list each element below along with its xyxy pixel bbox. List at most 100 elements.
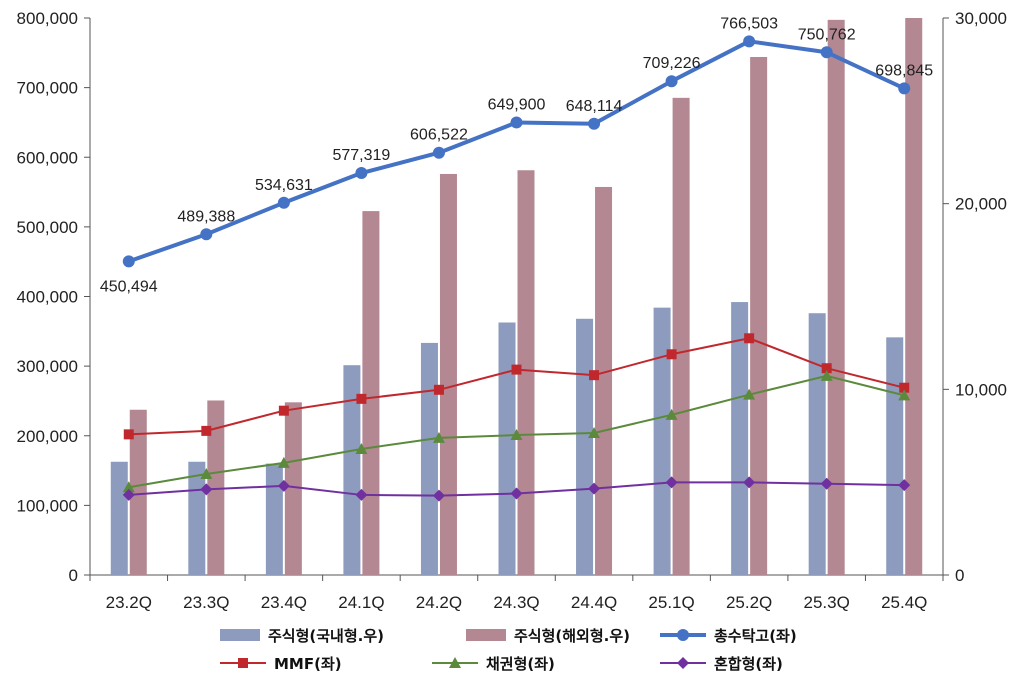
line-point xyxy=(449,657,461,668)
x-tick-label: 25.2Q xyxy=(726,593,772,612)
line-point xyxy=(200,483,213,496)
x-tick-label: 23.2Q xyxy=(106,593,152,612)
line-point xyxy=(666,349,677,360)
legend-label: 주식형(해외형.우) xyxy=(514,627,630,645)
line-point xyxy=(123,429,134,440)
bar xyxy=(886,337,904,575)
line-point xyxy=(665,408,678,420)
series-line xyxy=(128,39,906,264)
data-label: 450,494 xyxy=(100,278,158,295)
left-tick-label: 700,000 xyxy=(17,79,78,98)
bar xyxy=(595,186,613,575)
data-label: 766,503 xyxy=(720,15,778,32)
line-point xyxy=(899,382,910,393)
line-point xyxy=(665,476,678,489)
line-point xyxy=(200,228,213,241)
line-point xyxy=(510,487,523,500)
left-tick-label: 800,000 xyxy=(17,9,78,28)
x-tick-label: 24.4Q xyxy=(571,593,617,612)
bar xyxy=(420,342,438,575)
legend-swatch xyxy=(466,629,506,641)
data-label: 649,900 xyxy=(488,97,546,114)
line-point xyxy=(898,389,911,401)
left-tick-label: 600,000 xyxy=(17,148,78,167)
line-point xyxy=(432,431,445,443)
legend-label: 주식형(국내형.우) xyxy=(268,627,384,645)
bar xyxy=(517,170,535,575)
line-point xyxy=(238,658,248,668)
line-point xyxy=(510,429,523,441)
data-label: 648,114 xyxy=(566,98,623,115)
x-tick-label: 25.1Q xyxy=(648,593,694,612)
line-point xyxy=(278,405,289,416)
line-point xyxy=(433,384,444,395)
line-point xyxy=(898,82,911,95)
bar xyxy=(362,211,380,576)
x-tick-label: 23.3Q xyxy=(183,593,229,612)
left-tick-label: 300,000 xyxy=(17,357,78,376)
right-tick-label: 10,000 xyxy=(955,380,1007,399)
series-line xyxy=(128,337,905,436)
x-tick-label: 25.3Q xyxy=(804,593,850,612)
line-point xyxy=(122,481,135,493)
line-point xyxy=(432,146,445,159)
line-point xyxy=(122,488,135,501)
line-point xyxy=(356,393,367,404)
line-point xyxy=(511,364,522,375)
line-point xyxy=(355,167,368,180)
line-point xyxy=(820,369,833,381)
line-point xyxy=(743,476,756,489)
x-tick-label: 24.3Q xyxy=(493,593,539,612)
line-point xyxy=(277,479,290,492)
legend: 주식형(국내형.우) 주식형(해외형.우) 총수탁고(좌) MMF(좌) 채권형(좌) 혼… xyxy=(220,627,797,673)
right-tick-label: 0 xyxy=(955,566,964,585)
data-labels: 450,494 489,388 534,631 577,319 606,522 649,9… xyxy=(100,15,933,295)
legend-label: 총수탁고(좌) xyxy=(714,627,797,645)
bar xyxy=(439,173,457,575)
line-point xyxy=(355,488,368,501)
line-point xyxy=(277,196,290,209)
bar xyxy=(343,365,361,575)
line-point xyxy=(588,117,601,130)
line-point xyxy=(122,255,135,268)
line-point xyxy=(201,425,212,436)
line-point xyxy=(898,479,911,492)
bar xyxy=(672,97,690,575)
line-point xyxy=(820,477,833,490)
data-label: 577,319 xyxy=(332,147,390,164)
legend-label: 채권형(좌) xyxy=(486,655,555,673)
right-tick-label: 20,000 xyxy=(955,195,1007,214)
line-point xyxy=(665,75,678,88)
bar xyxy=(110,461,128,575)
line-point xyxy=(744,333,755,344)
bar xyxy=(827,19,845,575)
line-point xyxy=(743,388,756,400)
x-tick-label: 24.2Q xyxy=(416,593,462,612)
left-tick-label: 400,000 xyxy=(17,288,78,307)
line-point xyxy=(820,46,833,59)
left-tick-label: 0 xyxy=(69,566,78,585)
data-label: 606,522 xyxy=(410,127,468,144)
bars xyxy=(110,18,923,576)
line-point xyxy=(277,456,290,468)
left-tick-label: 200,000 xyxy=(17,427,78,446)
line-point xyxy=(677,657,689,669)
line-point xyxy=(200,468,213,480)
legend-label: 혼합형(좌) xyxy=(714,655,783,673)
bar xyxy=(653,307,671,575)
bar xyxy=(750,56,768,576)
left-tick-label: 100,000 xyxy=(17,496,78,515)
data-label: 698,845 xyxy=(875,62,933,79)
bar xyxy=(498,322,516,575)
line-point xyxy=(743,35,756,48)
x-tick-label: 24.1Q xyxy=(338,593,384,612)
lines xyxy=(122,35,911,502)
line-point xyxy=(355,442,368,454)
x-tick-label: 25.4Q xyxy=(881,593,927,612)
line-point xyxy=(510,116,523,129)
left-tick-label: 500,000 xyxy=(17,218,78,237)
line-point xyxy=(588,426,601,438)
line-point xyxy=(588,482,601,495)
bar xyxy=(808,313,826,575)
data-label: 709,226 xyxy=(643,55,701,72)
